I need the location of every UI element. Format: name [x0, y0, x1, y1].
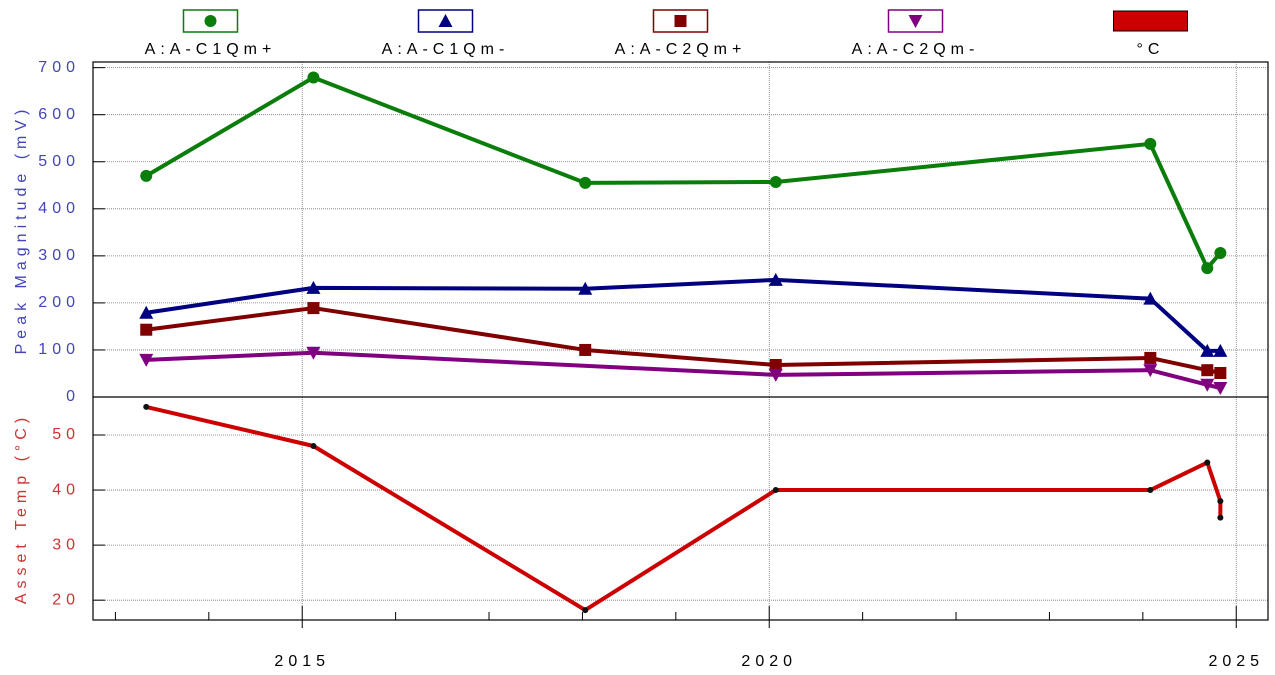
line [145, 404, 1223, 613]
series [139, 346, 1228, 396]
marker [1214, 247, 1227, 260]
legend-label: °C [1137, 41, 1165, 58]
y-tick-label: 0 [66, 388, 80, 405]
series [139, 272, 1228, 357]
y-tick-label: 20 [52, 591, 80, 608]
marker [310, 443, 317, 450]
y-tick-label: 400 [38, 200, 80, 217]
y-axis-label: Asset Temp (°C) [13, 413, 30, 604]
marker [1201, 262, 1214, 275]
marker [1200, 378, 1215, 392]
marker [143, 403, 150, 410]
y-tick-label: 300 [38, 247, 80, 264]
marker [307, 302, 320, 315]
marker [140, 169, 153, 182]
series [140, 71, 1227, 275]
y-tick-label: 200 [38, 294, 80, 311]
legend-swatch [1113, 10, 1188, 32]
marker [768, 272, 783, 286]
marker [1201, 364, 1214, 377]
marker [769, 359, 782, 372]
line [145, 277, 1221, 353]
marker [1200, 343, 1215, 357]
marker [139, 305, 154, 319]
y-tick-label: 600 [38, 106, 80, 123]
marker [1204, 459, 1211, 466]
legend-label: A:A-C2Qm- [852, 41, 980, 58]
marker [140, 323, 153, 336]
marker [772, 487, 779, 494]
y-tick-label: 500 [38, 153, 80, 170]
y-tick-label: 30 [52, 536, 80, 553]
x-tick-label: 2025 [1208, 653, 1264, 670]
marker [306, 280, 321, 294]
legend-marker [908, 15, 923, 28]
legend-item: A:A-C1Qm+ [145, 9, 277, 58]
legend-marker [204, 15, 217, 27]
x-tick-label: 2015 [274, 653, 330, 670]
marker [1217, 498, 1224, 505]
y-tick-label: 700 [38, 59, 80, 76]
x-tick-label: 2020 [741, 653, 797, 670]
marker [1144, 137, 1157, 150]
legend-marker [674, 15, 687, 27]
marker [1214, 367, 1227, 380]
legend-item: A:A-C1Qm- [382, 9, 510, 58]
series [143, 403, 1224, 614]
marker [307, 71, 320, 84]
marker [768, 368, 783, 382]
legend-label: A:A-C1Qm+ [145, 41, 277, 58]
marker [579, 343, 592, 356]
marker [1144, 351, 1157, 364]
legend-item: °C [1113, 10, 1188, 58]
marker [1143, 364, 1158, 378]
y-axis-label: Peak Magnitude (mV) [13, 105, 30, 355]
marker [579, 176, 592, 189]
y-tick-label: 40 [52, 481, 80, 498]
line [145, 306, 1221, 375]
marker [1213, 382, 1228, 396]
marker [306, 346, 321, 360]
y-tick-label: 50 [52, 426, 80, 443]
legend-marker [438, 14, 453, 27]
marker [139, 353, 154, 367]
marker [1143, 291, 1158, 305]
marker [582, 607, 589, 614]
line [145, 75, 1222, 271]
marker [1213, 343, 1228, 357]
plot-frame [92, 61, 1269, 621]
legend-label: A:A-C2Qm+ [615, 41, 747, 58]
legend-item: A:A-C2Qm- [852, 9, 980, 58]
marker [1217, 514, 1224, 521]
series [140, 302, 1227, 380]
legend-item: A:A-C2Qm+ [615, 9, 747, 58]
y-tick-label: 100 [38, 341, 80, 358]
marker [769, 175, 782, 188]
marker [1147, 487, 1154, 494]
marker [578, 281, 593, 295]
legend-label: A:A-C1Qm- [382, 41, 510, 58]
